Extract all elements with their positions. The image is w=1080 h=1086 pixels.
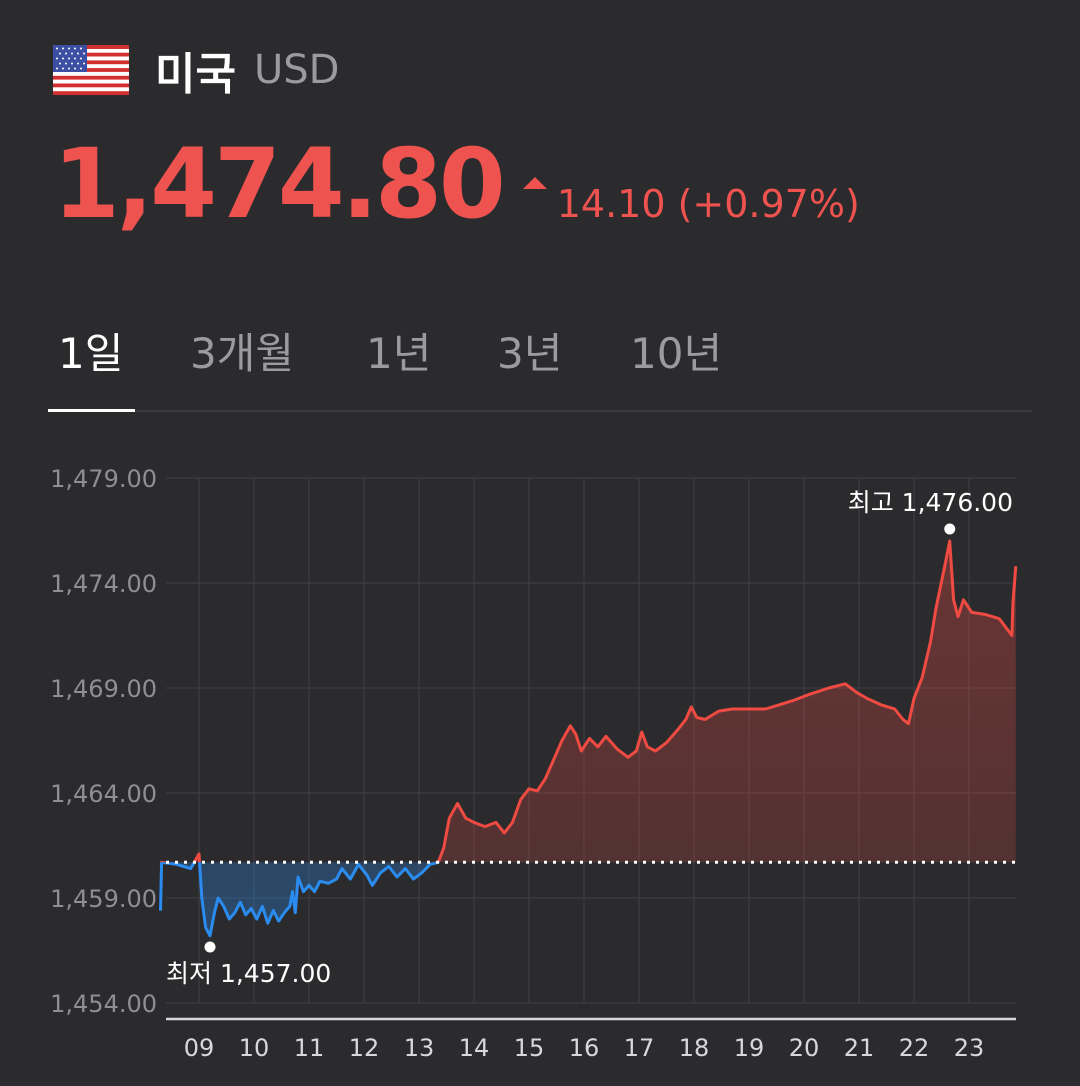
quote-row: 1,474.80 14.10 (+0.97%) (53, 128, 860, 240)
low-marker (204, 941, 216, 953)
tab-3y[interactable]: 3년 (497, 329, 563, 378)
chart-svg: 1,479.00 1,474.00 1,469.00 1,464.00 1,459.00… (50, 465, 1018, 1062)
x-tick-label: 12 (349, 1034, 380, 1062)
tab-1y[interactable]: 1년 (366, 329, 432, 378)
x-tick-label: 23 (954, 1034, 985, 1062)
x-tick-label: 10 (239, 1034, 270, 1062)
country-name: 미국 (155, 49, 236, 100)
x-tick-label: 18 (679, 1034, 710, 1062)
x-tick-label: 14 (459, 1034, 490, 1062)
price-change: 14.10 (+0.97%) (556, 182, 860, 226)
y-tick-label: 1,454.00 (50, 990, 157, 1018)
x-tick-label: 11 (294, 1034, 325, 1062)
up-arrow-icon (522, 177, 547, 189)
x-tick-label: 19 (734, 1034, 765, 1062)
high-label: 최고 1,476.00 (848, 488, 1013, 517)
high-marker (944, 523, 956, 535)
y-tick-label: 1,464.00 (50, 780, 157, 808)
x-tick-label: 15 (514, 1034, 545, 1062)
x-tick-label: 17 (624, 1034, 655, 1062)
currency-code: USD (253, 47, 340, 93)
tab-10y[interactable]: 10년 (630, 329, 723, 378)
x-tick-label: 22 (899, 1034, 930, 1062)
x-tick-label: 13 (404, 1034, 435, 1062)
y-tick-label: 1,469.00 (50, 675, 157, 703)
us-flag-icon (53, 45, 129, 95)
x-tick-label: 20 (789, 1034, 820, 1062)
tab-1d[interactable]: 1일 (58, 329, 124, 378)
y-tick-label: 1,474.00 (50, 570, 157, 598)
price-chart[interactable]: 1,479.00 1,474.00 1,469.00 1,464.00 1,459.00… (0, 440, 1080, 1082)
area-above-reference (194, 541, 1016, 863)
series-line-down (159, 862, 440, 938)
current-price: 1,474.80 (53, 128, 506, 240)
x-tick-label: 16 (569, 1034, 600, 1062)
x-tick-label: 21 (844, 1034, 875, 1062)
low-label: 최저 1,457.00 (166, 959, 331, 988)
header: 미국 USD (53, 40, 339, 100)
active-tab-indicator (48, 409, 135, 412)
y-tick-label: 1,459.00 (50, 885, 157, 913)
series-line-up (160, 539, 1018, 863)
y-tick-label: 1,479.00 (50, 465, 157, 493)
tab-3m[interactable]: 3개월 (190, 329, 295, 378)
period-tabs: 1일 3개월 1년 3년 10년 (48, 310, 1032, 412)
x-tick-label: 09 (184, 1034, 215, 1062)
